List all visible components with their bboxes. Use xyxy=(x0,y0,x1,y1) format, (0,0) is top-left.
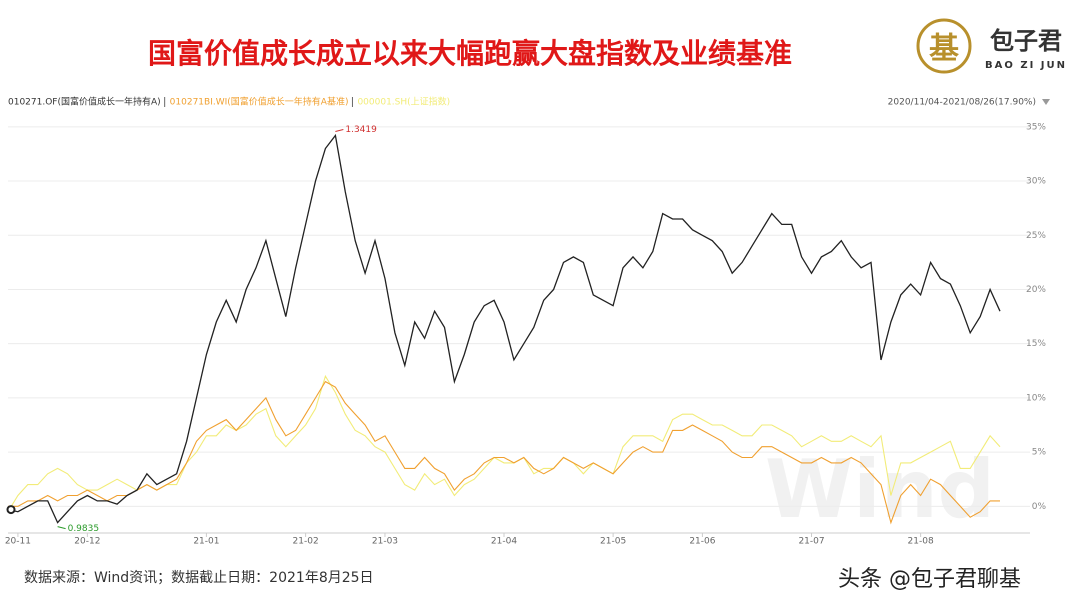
brand-watermark: Wind xyxy=(765,443,995,536)
logo-mark: 基 xyxy=(929,32,959,67)
legend-entry: 010271BI.WI(国富价值成长一年持有A基准) xyxy=(170,96,349,108)
x-tick-label: 21-08 xyxy=(908,537,934,547)
y-tick-label: 30% xyxy=(1026,177,1046,187)
x-tick-label: 20-11 xyxy=(5,537,31,547)
source-note: 数据来源：Wind资讯；数据截止日期：2021年8月25日 xyxy=(24,570,374,586)
series-line xyxy=(7,374,1001,512)
annotation: 1.3419 xyxy=(345,125,377,135)
legend-entry: 010271.OF(国富价值成长一年持有A) xyxy=(8,96,161,108)
dropdown-icon xyxy=(1042,99,1050,105)
logo-name: 包子君 xyxy=(990,27,1062,55)
x-tick-label: 21-01 xyxy=(193,537,219,547)
annotation-leader xyxy=(335,129,344,133)
legend-entry: 000001.SH(上证指数) xyxy=(357,96,450,108)
y-tick-label: 15% xyxy=(1026,339,1046,349)
watermark: 头条 @包子君聊基 xyxy=(838,567,1021,592)
y-tick-label: 20% xyxy=(1026,285,1046,295)
logo-sub: BAO ZI JUN xyxy=(985,60,1067,71)
series-line xyxy=(8,380,1000,525)
x-tick-label: 21-02 xyxy=(293,537,319,547)
annotation: 0.9835 xyxy=(68,524,100,534)
x-tick-label: 20-12 xyxy=(74,537,100,547)
x-tick-label: 21-03 xyxy=(372,537,398,547)
start-marker xyxy=(6,505,16,515)
annotation-leader xyxy=(57,526,66,530)
page-title: 国富价值成长成立以来大幅跑赢大盘指数及业绩基准 xyxy=(148,37,792,70)
x-tick-label: 21-06 xyxy=(689,537,715,547)
x-tick-label: 21-07 xyxy=(798,537,824,547)
x-tick-label: 21-04 xyxy=(491,537,517,547)
y-tick-label: 10% xyxy=(1026,393,1046,403)
series-line xyxy=(7,133,1001,524)
y-tick-label: 35% xyxy=(1026,122,1046,132)
y-tick-label: 0% xyxy=(1032,502,1047,512)
y-tick-label: 25% xyxy=(1026,231,1046,241)
date-range: 2020/11/04-2021/08/26(17.90%) xyxy=(888,98,1036,108)
x-tick-label: 21-05 xyxy=(600,537,626,547)
y-tick-label: 5% xyxy=(1032,448,1047,458)
logo-ring xyxy=(916,18,972,74)
